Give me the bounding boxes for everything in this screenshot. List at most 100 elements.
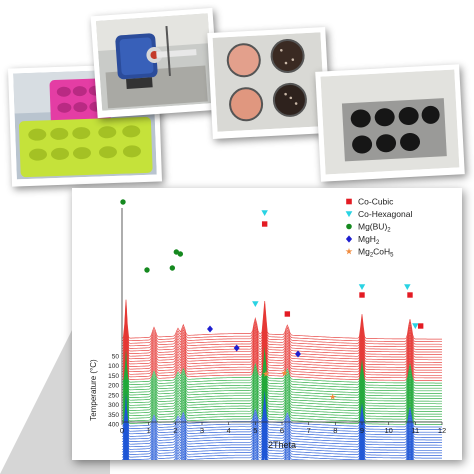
legend-label: Co-Hexagonal bbox=[358, 209, 412, 219]
y-tick-label: 150 bbox=[108, 373, 119, 380]
xrd-trace bbox=[121, 356, 442, 397]
xrd-trace bbox=[121, 307, 442, 348]
legend-label: Mg2CoH5 bbox=[358, 247, 394, 259]
xrd-trace bbox=[121, 346, 442, 386]
phase-marker-circle bbox=[144, 267, 150, 273]
phase-marker-triangle-down bbox=[404, 284, 411, 290]
xrd-trace bbox=[121, 374, 442, 415]
xrd-trace bbox=[121, 400, 442, 441]
x-tick-label: 2 bbox=[173, 426, 177, 435]
phase-marker-square bbox=[284, 311, 291, 317]
legend-marker-diamond bbox=[345, 235, 353, 243]
phase-marker-square bbox=[261, 221, 268, 227]
xrd-trace bbox=[121, 343, 442, 384]
xrd-trace bbox=[121, 364, 442, 405]
x-tick-label: 5 bbox=[253, 426, 257, 435]
xrd-trace bbox=[121, 405, 442, 446]
xrd-trace bbox=[121, 392, 442, 433]
xrd-trace bbox=[121, 359, 442, 399]
phase-marker-star bbox=[281, 369, 288, 376]
xrd-chart: 0 1 2 3 4 5 6 7 8 9 10 11 122Theta501001502002503003… bbox=[89, 197, 446, 460]
legend-marker-triangle-down bbox=[345, 211, 353, 218]
xrd-trace bbox=[121, 416, 442, 456]
y-axis-label: Temperature (°C) bbox=[89, 359, 98, 421]
xrd-trace bbox=[121, 372, 442, 412]
legend-label: Co-Cubic bbox=[358, 197, 394, 207]
xrd-trace bbox=[121, 403, 442, 443]
photo-pellets bbox=[207, 26, 331, 140]
xrd-trace bbox=[121, 325, 443, 366]
x-axis-label: 2Theta bbox=[268, 440, 296, 450]
phase-marker-circle bbox=[173, 249, 180, 255]
xrd-trace bbox=[121, 304, 442, 345]
phase-marker-square bbox=[407, 292, 413, 298]
xrd-trace bbox=[123, 423, 414, 460]
x-tick-label: 9 bbox=[360, 426, 364, 435]
phase-marker-star bbox=[262, 370, 270, 377]
xrd-trace bbox=[121, 317, 442, 358]
y-tick-label: 200 bbox=[108, 383, 119, 390]
xrd-trace bbox=[121, 390, 442, 430]
x-tick-label: 4 bbox=[227, 426, 231, 435]
xrd-trace bbox=[121, 418, 442, 459]
y-tick-label: 350 bbox=[108, 412, 119, 419]
phase-marker-diamond bbox=[295, 350, 301, 358]
xrd-trace bbox=[121, 421, 415, 460]
y-tick-label: 50 bbox=[112, 354, 120, 361]
xrd-trace bbox=[121, 354, 442, 394]
xrd-trace bbox=[121, 328, 442, 368]
phase-marker-triangle-down bbox=[252, 301, 259, 307]
y-tick-label: 250 bbox=[108, 392, 119, 399]
photo-pellet-holder bbox=[315, 64, 465, 182]
xrd-trace bbox=[121, 320, 442, 361]
x-tick-label: 10 bbox=[384, 426, 392, 435]
x-tick-label: 6 bbox=[280, 426, 284, 435]
xrd-trace bbox=[121, 330, 442, 371]
photo-furnace bbox=[90, 7, 220, 119]
phase-marker-triangle-down bbox=[358, 284, 366, 290]
pellet-holder-image bbox=[320, 69, 460, 175]
y-tick-label: 400 bbox=[108, 422, 119, 429]
xrd-traces bbox=[121, 299, 443, 460]
phase-marker-circle bbox=[120, 199, 126, 205]
x-tick-label: 11 bbox=[411, 426, 419, 435]
xrd-trace bbox=[121, 338, 442, 379]
xrd-trace bbox=[121, 351, 442, 392]
legend-marker-star bbox=[345, 247, 353, 255]
phase-marker-diamond bbox=[233, 344, 240, 352]
xrd-trace bbox=[121, 333, 442, 374]
legend-label: MgH2 bbox=[358, 234, 380, 246]
x-tick-label: 7 bbox=[307, 426, 311, 435]
xrd-trace bbox=[121, 369, 442, 410]
xrd-trace bbox=[121, 408, 442, 449]
xrd-trace bbox=[121, 361, 442, 402]
y-tick-label: 300 bbox=[108, 402, 119, 409]
xrd-trace bbox=[121, 377, 442, 418]
xrd-trace bbox=[121, 366, 442, 407]
x-tick-label: 8 bbox=[333, 426, 337, 435]
phase-marker-diamond bbox=[207, 325, 213, 333]
xrd-trace bbox=[121, 395, 442, 436]
xrd-trace bbox=[121, 410, 442, 451]
phase-marker-circle bbox=[177, 251, 184, 257]
phase-marker-triangle-down bbox=[412, 323, 419, 329]
phase-marker-square bbox=[359, 292, 365, 298]
phase-marker-square bbox=[417, 323, 424, 329]
xrd-trace bbox=[121, 322, 442, 363]
x-tick-label: 1 bbox=[147, 426, 151, 435]
legend-label: Mg(BU)2 bbox=[358, 222, 391, 234]
phase-marker-star bbox=[329, 393, 336, 400]
xrd-trace bbox=[121, 302, 442, 343]
phase-marker-circle bbox=[169, 265, 176, 271]
y-tick-label: 100 bbox=[108, 363, 119, 370]
xrd-trace bbox=[121, 398, 442, 438]
pellets-image bbox=[212, 32, 326, 132]
x-tick-label: 12 bbox=[438, 426, 446, 435]
xrd-trace bbox=[121, 348, 442, 389]
x-tick-label: 3 bbox=[200, 426, 204, 435]
furnace-image bbox=[95, 13, 214, 111]
phase-marker-triangle-down bbox=[261, 210, 268, 216]
chart-axes: 0 1 2 3 4 5 6 7 8 9 10 11 122Theta501001502002503003… bbox=[89, 208, 446, 450]
legend-marker-circle bbox=[346, 223, 352, 230]
